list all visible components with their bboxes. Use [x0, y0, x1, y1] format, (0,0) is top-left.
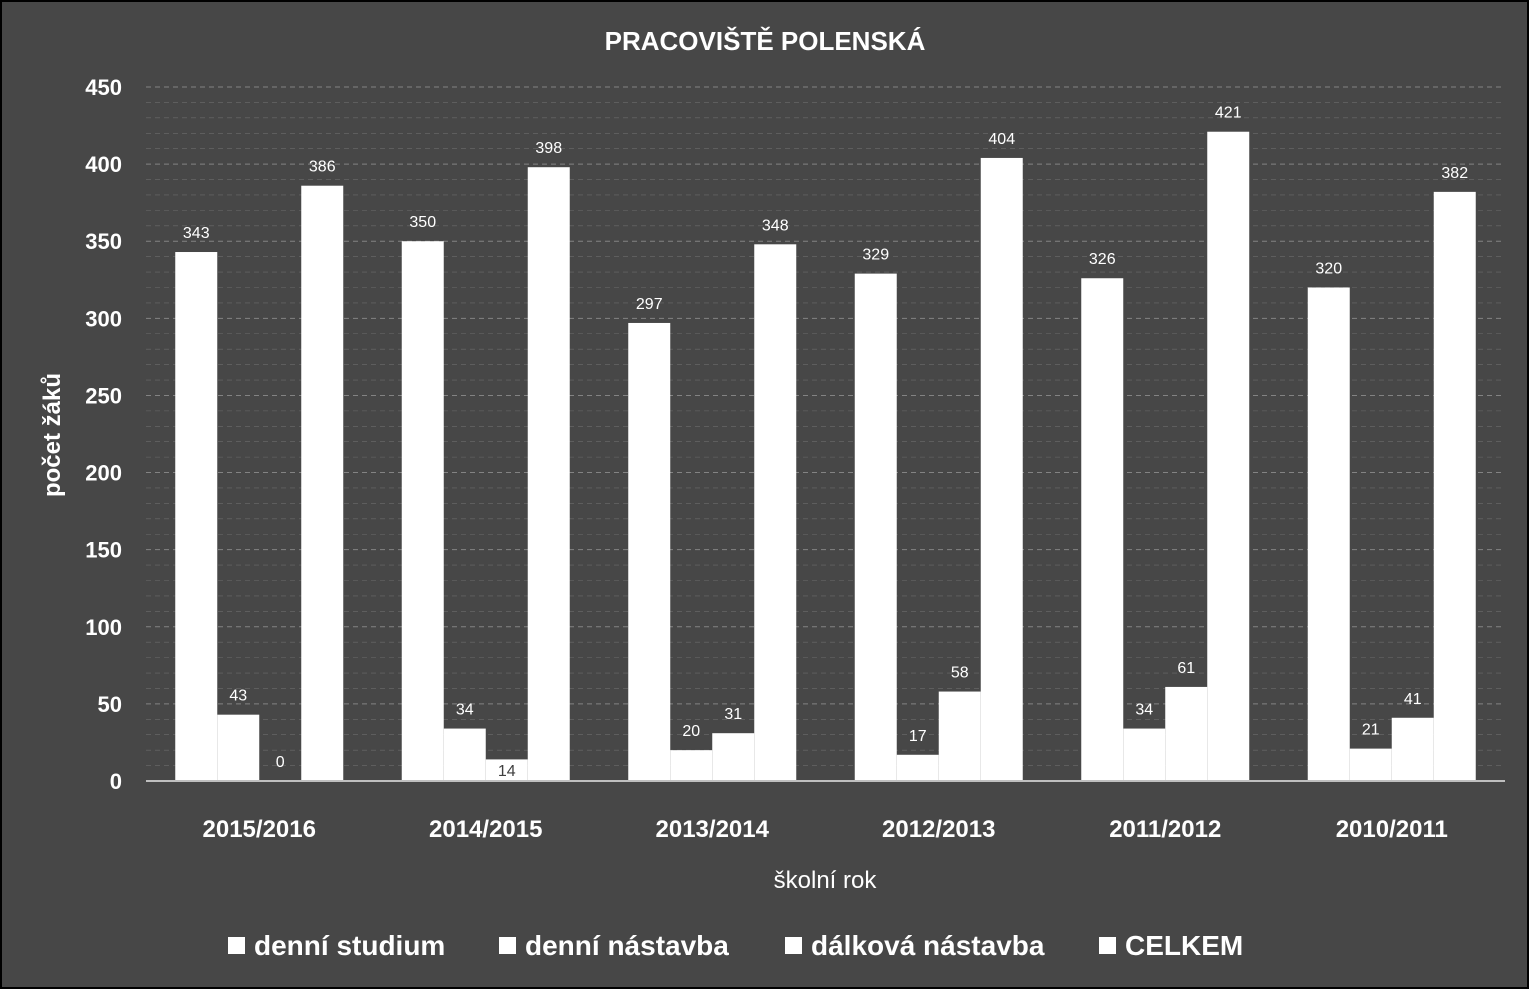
legend-label: CELKEM [1125, 930, 1243, 961]
bar [1307, 287, 1350, 781]
y-tick-label: 0 [110, 769, 122, 794]
data-label: 320 [1315, 260, 1342, 277]
bar [485, 759, 528, 781]
data-label: 20 [682, 723, 700, 740]
bar [1207, 131, 1250, 782]
x-axis-label: školní rok [774, 867, 878, 894]
data-label: 326 [1089, 251, 1116, 268]
bar [443, 728, 486, 781]
data-label: 348 [762, 217, 789, 234]
legend-swatch [785, 937, 802, 954]
data-label: 61 [1177, 660, 1195, 677]
data-label: 31 [724, 706, 742, 723]
data-label: 0 [276, 754, 285, 771]
x-tick-label: 2010/2011 [1336, 816, 1448, 843]
y-tick-label: 100 [85, 615, 122, 640]
data-label: 350 [409, 214, 436, 231]
legend: denní studium denní nástavba dálková násta… [228, 930, 1243, 961]
data-label: 329 [862, 247, 889, 264]
bar [980, 157, 1023, 782]
data-label: 404 [988, 131, 1015, 148]
data-labels: 3434303863503414398297203134832917584043… [183, 105, 1468, 780]
bar [1349, 748, 1392, 781]
data-label: 297 [636, 296, 663, 313]
y-tick-label: 400 [85, 152, 122, 177]
bar [712, 733, 755, 781]
x-tick-label: 2015/2016 [203, 816, 316, 843]
data-label: 21 [1362, 722, 1380, 739]
bar [938, 691, 981, 781]
bar [217, 714, 260, 781]
data-label: 14 [498, 763, 516, 780]
bar [527, 167, 570, 781]
data-label: 398 [535, 140, 562, 157]
data-label: 382 [1441, 165, 1468, 182]
y-tick-label: 150 [85, 538, 122, 563]
bar [854, 273, 897, 781]
legend-swatch [499, 937, 516, 954]
data-label: 421 [1215, 105, 1242, 122]
legend-swatch [1099, 937, 1116, 954]
y-tick-label: 450 [85, 75, 122, 100]
y-tick-label: 200 [85, 461, 122, 486]
data-label: 34 [1135, 702, 1153, 719]
bar [175, 252, 218, 782]
data-label: 41 [1404, 691, 1422, 708]
y-axis-label: počet žáků [39, 373, 66, 497]
data-label: 34 [456, 702, 474, 719]
bars [175, 131, 1476, 782]
y-axis-ticks: 0 50 100 150 200 250 300 350 400 450 [85, 75, 122, 794]
bar [301, 185, 344, 782]
bar [628, 322, 671, 781]
y-tick-label: 300 [85, 306, 122, 331]
bar [670, 750, 713, 781]
bar [1123, 728, 1166, 781]
bar [1391, 717, 1434, 781]
data-label: 43 [229, 688, 247, 705]
bar [1165, 686, 1208, 781]
bar [754, 244, 797, 782]
bar [1433, 191, 1476, 782]
data-label: 386 [309, 159, 336, 176]
data-label: 17 [909, 728, 927, 745]
x-tick-label: 2012/2013 [882, 816, 995, 843]
x-tick-label: 2013/2014 [656, 816, 770, 843]
legend-label: denní nástavba [525, 930, 729, 961]
gridlines [146, 86, 1505, 766]
legend-label: denní studium [254, 930, 445, 961]
y-tick-label: 50 [98, 692, 122, 717]
x-tick-label: 2014/2015 [429, 816, 542, 843]
bar [896, 754, 939, 781]
bar [401, 241, 444, 781]
y-tick-label: 250 [85, 383, 122, 408]
data-label: 58 [951, 665, 969, 682]
x-tick-label: 2011/2012 [1109, 816, 1221, 843]
x-axis-ticks: 2015/2016 2014/2015 2013/2014 2012/2013 2011… [203, 816, 1448, 843]
legend-swatch [228, 937, 245, 954]
data-label: 343 [183, 225, 210, 242]
legend-label: dálková nástavba [811, 930, 1045, 961]
y-tick-label: 350 [85, 229, 122, 254]
bar [1081, 278, 1124, 781]
chart-title: PRACOVIŠTĚ POLENSKÁ [605, 26, 926, 56]
